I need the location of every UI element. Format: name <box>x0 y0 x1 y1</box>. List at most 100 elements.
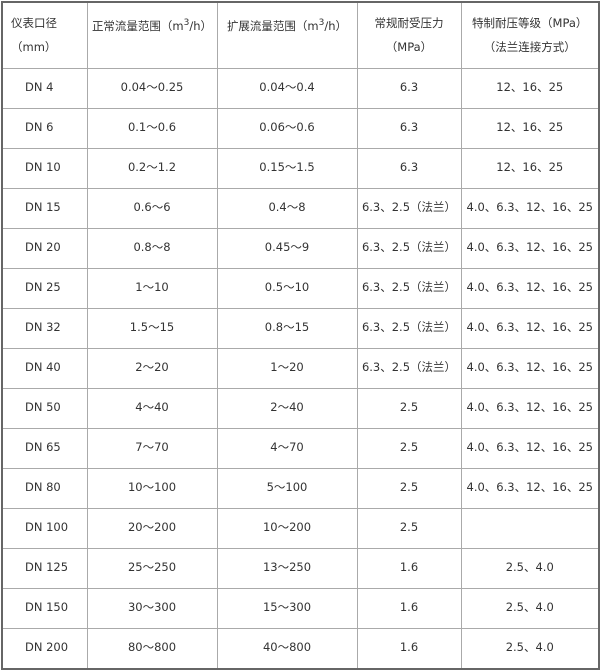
header-extended-flow-unit: /h） <box>324 18 348 33</box>
cell-extended-flow: 0.45～9 <box>216 228 358 269</box>
cell-special-pressure: 4.0、6.3、12、16、25 <box>460 428 600 469</box>
cell-normal-flow: 25～250 <box>86 548 218 589</box>
cell-normal-flow: 30～300 <box>86 588 218 629</box>
header-special-pressure: 特制耐压等级（MPa）（法兰连接方式） <box>460 1 600 69</box>
table-header-row: 仪表口径（mm） 正常流量范围（m3/h） 扩展流量范围（m3/h） 常规耐受压… <box>1 1 600 69</box>
cell-special-pressure: 12、16、25 <box>460 108 600 149</box>
cell-extended-flow: 0.04～0.4 <box>216 68 358 109</box>
cell-special-pressure: 12、16、25 <box>460 68 600 109</box>
cell-extended-flow: 0.5～10 <box>216 268 358 309</box>
cell-normal-pressure: 2.5 <box>356 468 462 509</box>
table-row: DN 200 80～800 40～800 1.6 2.5、4.0 <box>1 628 600 670</box>
cell-normal-pressure: 2.5 <box>356 508 462 549</box>
table-row: DN 50 4～40 2～40 2.5 4.0、6.3、12、16、25 <box>1 388 600 429</box>
cell-normal-flow: 0.8～8 <box>86 228 218 269</box>
cell-normal-pressure: 6.3、2.5（法兰） <box>356 268 462 309</box>
table-row: DN 80 10～100 5～100 2.5 4.0、6.3、12、16、25 <box>1 468 600 509</box>
cell-diameter: DN 200 <box>1 628 88 670</box>
cell-normal-pressure: 1.6 <box>356 588 462 629</box>
cell-diameter: DN 100 <box>1 508 88 549</box>
cell-special-pressure: 2.5、4.0 <box>460 628 600 670</box>
cell-normal-pressure: 6.3、2.5（法兰） <box>356 348 462 389</box>
cell-extended-flow: 40～800 <box>216 628 358 670</box>
cell-normal-flow: 4～40 <box>86 388 218 429</box>
cell-diameter: DN 6 <box>1 108 88 149</box>
cell-extended-flow: 4～70 <box>216 428 358 469</box>
cell-normal-pressure: 6.3、2.5（法兰） <box>356 308 462 349</box>
cell-special-pressure: 4.0、6.3、12、16、25 <box>460 188 600 229</box>
cell-diameter: DN 10 <box>1 148 88 189</box>
cell-special-pressure: 2.5、4.0 <box>460 588 600 629</box>
table-row: DN 20 0.8～8 0.45～9 6.3、2.5（法兰） 4.0、6.3、12、16… <box>1 228 600 269</box>
cell-extended-flow: 1～20 <box>216 348 358 389</box>
cell-diameter: DN 80 <box>1 468 88 509</box>
cell-extended-flow: 15～300 <box>216 588 358 629</box>
table-row: DN 4 0.04～0.25 0.04～0.4 6.3 12、16、25 <box>1 68 600 109</box>
cell-normal-pressure: 1.6 <box>356 628 462 670</box>
cell-special-pressure: 4.0、6.3、12、16、25 <box>460 348 600 389</box>
table-row: DN 100 20～200 10～200 2.5 <box>1 508 600 549</box>
cell-special-pressure: 4.0、6.3、12、16、25 <box>460 268 600 309</box>
cell-normal-pressure: 6.3、2.5（法兰） <box>356 188 462 229</box>
cell-special-pressure: 2.5、4.0 <box>460 548 600 589</box>
cell-normal-flow: 20～200 <box>86 508 218 549</box>
cell-extended-flow: 2～40 <box>216 388 358 429</box>
cell-diameter: DN 32 <box>1 308 88 349</box>
cell-extended-flow: 5～100 <box>216 468 358 509</box>
header-normal-pressure: 常规耐受压力（MPa） <box>356 1 462 69</box>
header-extended-flow-sup: 3 <box>318 18 325 28</box>
table-row: DN 15 0.6～6 0.4～8 6.3、2.5（法兰） 4.0、6.3、12、16、… <box>1 188 600 229</box>
table-row: DN 125 25～250 13～250 1.6 2.5、4.0 <box>1 548 600 589</box>
header-extended-flow-text: 扩展流量范围（m <box>226 18 319 33</box>
cell-normal-flow: 80～800 <box>86 628 218 670</box>
cell-normal-flow: 7～70 <box>86 428 218 469</box>
cell-diameter: DN 150 <box>1 588 88 629</box>
cell-normal-flow: 0.1～0.6 <box>86 108 218 149</box>
cell-extended-flow: 0.15～1.5 <box>216 148 358 189</box>
cell-diameter: DN 50 <box>1 388 88 429</box>
cell-normal-flow: 0.6～6 <box>86 188 218 229</box>
cell-normal-flow: 0.04～0.25 <box>86 68 218 109</box>
cell-special-pressure <box>460 508 600 549</box>
cell-extended-flow: 10～200 <box>216 508 358 549</box>
cell-normal-flow: 2～20 <box>86 348 218 389</box>
cell-special-pressure: 12、16、25 <box>460 148 600 189</box>
table-row: DN 40 2～20 1～20 6.3、2.5（法兰） 4.0、6.3、12、16、25 <box>1 348 600 389</box>
header-normal-flow: 正常流量范围（m3/h） <box>86 1 218 69</box>
cell-normal-flow: 1.5～15 <box>86 308 218 349</box>
cell-extended-flow: 13～250 <box>216 548 358 589</box>
header-extended-flow: 扩展流量范围（m3/h） <box>216 1 358 69</box>
cell-extended-flow: 0.8～15 <box>216 308 358 349</box>
table-row: DN 6 0.1～0.6 0.06～0.6 6.3 12、16、25 <box>1 108 600 149</box>
cell-diameter: DN 15 <box>1 188 88 229</box>
cell-special-pressure: 4.0、6.3、12、16、25 <box>460 468 600 509</box>
cell-special-pressure: 4.0、6.3、12、16、25 <box>460 228 600 269</box>
cell-extended-flow: 0.4～8 <box>216 188 358 229</box>
cell-normal-pressure: 2.5 <box>356 388 462 429</box>
cell-normal-pressure: 6.3 <box>356 68 462 109</box>
cell-extended-flow: 0.06～0.6 <box>216 108 358 149</box>
cell-special-pressure: 4.0、6.3、12、16、25 <box>460 388 600 429</box>
cell-special-pressure: 4.0、6.3、12、16、25 <box>460 308 600 349</box>
table-row: DN 10 0.2～1.2 0.15～1.5 6.3 12、16、25 <box>1 148 600 189</box>
cell-normal-pressure: 6.3 <box>356 108 462 149</box>
header-normal-flow-unit: /h） <box>189 18 213 33</box>
table-row: DN 65 7～70 4～70 2.5 4.0、6.3、12、16、25 <box>1 428 600 469</box>
cell-diameter: DN 4 <box>1 68 88 109</box>
header-normal-flow-text: 正常流量范围（m <box>91 18 184 33</box>
header-diameter: 仪表口径（mm） <box>1 1 88 69</box>
cell-normal-flow: 10～100 <box>86 468 218 509</box>
cell-normal-pressure: 2.5 <box>356 428 462 469</box>
table-row: DN 150 30～300 15～300 1.6 2.5、4.0 <box>1 588 600 629</box>
cell-normal-flow: 0.2～1.2 <box>86 148 218 189</box>
cell-normal-pressure: 6.3 <box>356 148 462 189</box>
cell-diameter: DN 25 <box>1 268 88 309</box>
cell-diameter: DN 40 <box>1 348 88 389</box>
table-row: DN 32 1.5～15 0.8～15 6.3、2.5（法兰） 4.0、6.3、12、1… <box>1 308 600 349</box>
cell-normal-pressure: 1.6 <box>356 548 462 589</box>
cell-normal-pressure: 6.3、2.5（法兰） <box>356 228 462 269</box>
header-normal-flow-sup: 3 <box>183 18 190 28</box>
table-row: DN 25 1～10 0.5～10 6.3、2.5（法兰） 4.0、6.3、12、16、… <box>1 268 600 309</box>
cell-diameter: DN 20 <box>1 228 88 269</box>
